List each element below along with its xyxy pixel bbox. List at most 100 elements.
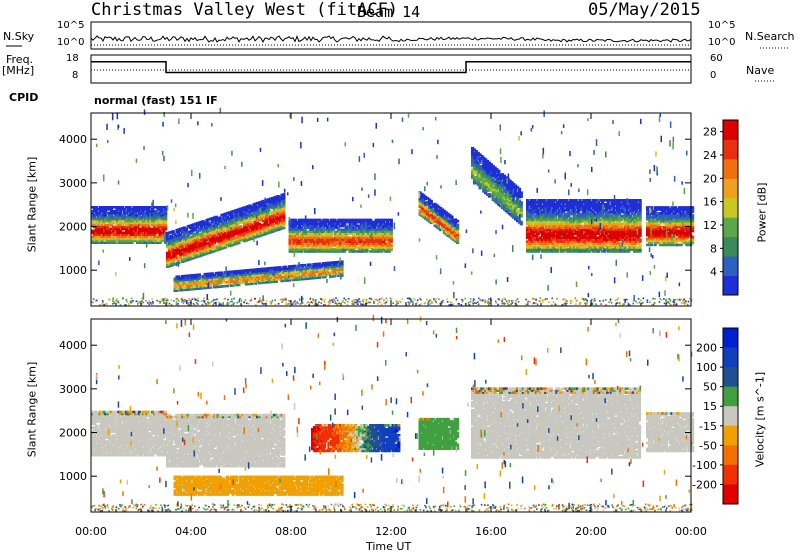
heatmap-cell bbox=[141, 227, 145, 231]
heatmap-cell bbox=[211, 224, 215, 228]
heatmap-cell bbox=[199, 232, 203, 236]
heatmap-cell bbox=[128, 235, 132, 239]
heatmap-cell bbox=[130, 237, 134, 241]
heatmap-cell bbox=[211, 272, 215, 275]
heatmap-cell bbox=[304, 277, 308, 281]
heatmap-cell bbox=[154, 219, 158, 223]
heatmap-cell bbox=[107, 227, 112, 231]
heatmap-cell bbox=[280, 225, 284, 228]
heatmap-cell bbox=[111, 211, 115, 215]
heatmap-cell bbox=[309, 228, 313, 232]
heatmap-cell bbox=[248, 282, 252, 286]
heatmap-cell bbox=[497, 169, 501, 173]
heatmap-cell bbox=[158, 231, 162, 235]
heatmap-cell bbox=[344, 218, 348, 222]
cpid-value: normal (fast) 151 IF bbox=[94, 94, 218, 107]
heatmap-cell bbox=[220, 243, 224, 246]
heatmap-cell bbox=[212, 234, 217, 237]
heatmap-cell bbox=[166, 235, 170, 239]
heatmap-cell bbox=[137, 206, 142, 209]
heatmap-cell bbox=[261, 269, 265, 273]
heatmap-cell bbox=[280, 275, 284, 279]
heatmap-cell bbox=[121, 227, 125, 231]
heatmap-cell bbox=[250, 215, 254, 219]
heatmap-cell bbox=[237, 235, 241, 239]
heatmap-cell bbox=[231, 274, 235, 277]
heatmap-cell bbox=[235, 224, 239, 228]
heatmap-cell bbox=[239, 217, 243, 220]
heatmap-cell bbox=[316, 262, 320, 266]
heatmap-cell bbox=[250, 270, 254, 274]
heatmap-cell bbox=[278, 275, 282, 279]
heatmap-cell bbox=[164, 208, 168, 211]
heatmap-cell bbox=[106, 241, 110, 244]
heatmap-cell bbox=[288, 238, 292, 241]
heatmap-cell bbox=[271, 218, 275, 222]
heatmap-cell bbox=[316, 230, 320, 234]
heatmap-cell bbox=[177, 259, 181, 263]
heatmap-cell bbox=[141, 241, 145, 244]
heatmap-cell bbox=[303, 248, 307, 251]
heatmap-cell bbox=[331, 267, 335, 270]
heatmap-cell bbox=[149, 219, 153, 223]
heatmap-cell bbox=[227, 238, 232, 242]
heatmap-cell bbox=[203, 248, 207, 252]
heatmap-cell bbox=[205, 276, 209, 280]
heatmap-cell bbox=[314, 226, 318, 230]
heatmap-cell bbox=[196, 275, 200, 279]
heatmap-cell bbox=[274, 268, 278, 271]
heatmap-cell bbox=[152, 210, 157, 213]
heatmap-cell bbox=[182, 278, 187, 282]
heatmap-cell bbox=[184, 235, 188, 239]
heatmap-cell bbox=[242, 208, 247, 211]
heatmap-cell bbox=[100, 213, 104, 217]
heatmap-cell bbox=[294, 218, 298, 222]
heatmap-cell bbox=[252, 226, 256, 230]
heatmap-cell bbox=[261, 223, 265, 227]
heatmap-cell bbox=[267, 278, 271, 282]
heatmap-cell bbox=[235, 283, 239, 287]
heatmap-cell bbox=[336, 272, 340, 276]
heatmap-cell bbox=[241, 228, 245, 232]
heatmap-cell bbox=[248, 224, 252, 227]
heatmap-cell bbox=[227, 232, 232, 236]
heatmap-cell bbox=[321, 270, 325, 273]
heatmap-cell bbox=[124, 241, 128, 244]
heatmap-cell bbox=[327, 248, 332, 251]
heatmap-cell bbox=[237, 208, 241, 211]
heatmap-cell bbox=[246, 278, 250, 282]
heatmap-cell bbox=[265, 198, 269, 202]
heatmap-cell bbox=[166, 265, 170, 268]
heatmap-cell bbox=[194, 246, 198, 249]
heatmap-cell bbox=[194, 277, 198, 281]
heatmap-cell bbox=[256, 235, 260, 238]
heatmap-cell bbox=[186, 274, 190, 278]
heatmap-cell bbox=[233, 209, 237, 212]
heatmap-cell bbox=[261, 211, 265, 215]
freq-unit-label: [MHz] bbox=[2, 64, 35, 77]
heatmap-cell bbox=[316, 238, 320, 241]
heatmap-cell bbox=[261, 275, 265, 279]
heatmap-cell bbox=[324, 238, 328, 241]
heatmap-cell bbox=[325, 261, 329, 265]
heatmap-cell bbox=[339, 238, 343, 241]
heatmap-cell bbox=[316, 222, 320, 226]
heatmap-cell bbox=[309, 248, 313, 251]
heatmap-cell bbox=[316, 240, 320, 243]
heatmap-cell bbox=[276, 218, 280, 222]
heatmap-cell bbox=[171, 240, 175, 243]
heatmap-cell bbox=[126, 223, 130, 227]
heatmap-cell bbox=[256, 221, 260, 225]
heatmap-cell bbox=[267, 202, 271, 205]
heatmap-cell bbox=[320, 238, 324, 241]
heatmap-cell bbox=[278, 204, 282, 207]
heatmap-cell bbox=[209, 241, 213, 244]
heatmap-cell bbox=[269, 215, 273, 218]
heatmap-cell bbox=[257, 281, 262, 285]
heatmap-cell bbox=[196, 237, 200, 241]
heatmap-cell bbox=[149, 237, 153, 241]
heatmap-cell bbox=[197, 287, 202, 290]
heatmap-cell bbox=[122, 239, 127, 242]
heatmap-cell bbox=[156, 235, 160, 239]
heatmap-cell bbox=[203, 247, 207, 250]
